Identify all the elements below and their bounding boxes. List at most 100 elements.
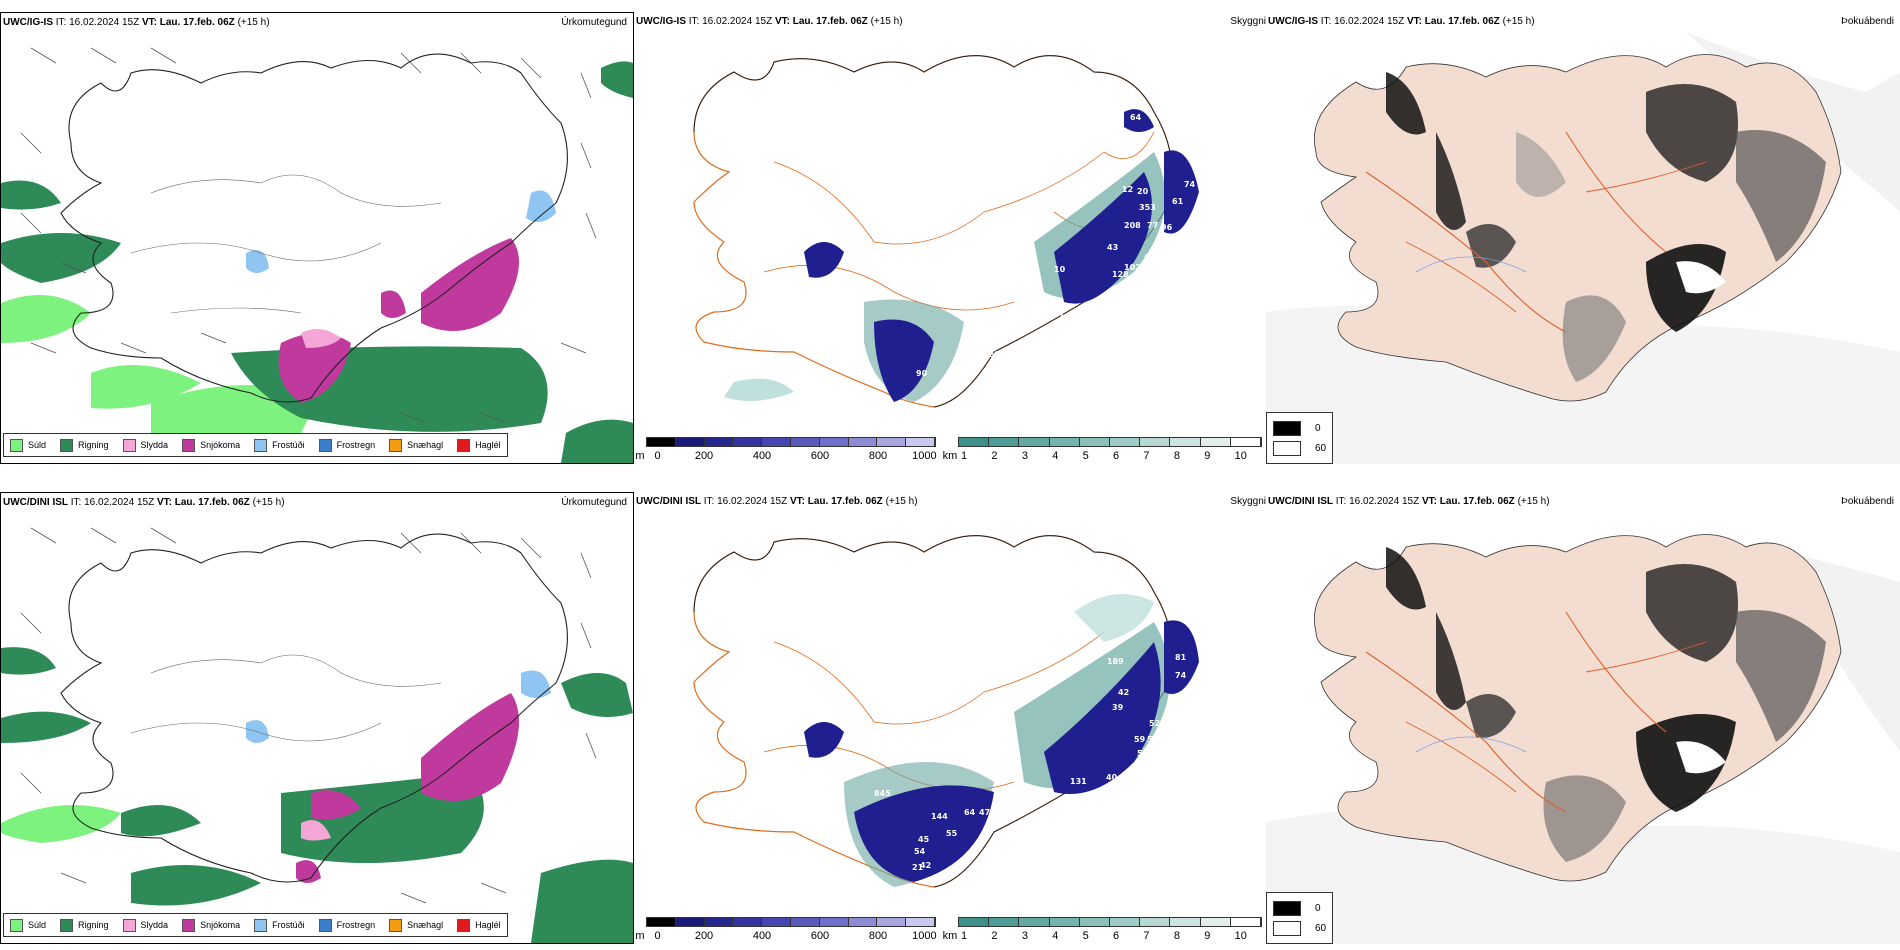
- lead-time: (+15 h): [237, 17, 270, 28]
- cloud-base-label: 223: [1062, 811, 1079, 820]
- cloud-base-label: 90: [916, 369, 928, 378]
- header: UWC/DINI ISL IT: 16.02.2024 15Z VT: Lau.…: [3, 497, 285, 508]
- snow-area: [278, 333, 351, 403]
- legend-item: Snjókoma: [182, 918, 240, 932]
- legend-item: Haglél: [457, 918, 501, 932]
- precip-type-legend: Súld Rigning Slydda Snjókoma Frostúði Fr…: [3, 433, 508, 457]
- cloud-base-label: 68: [1144, 253, 1156, 262]
- scale-unit: m: [635, 450, 645, 462]
- legend-item: Snjókoma: [182, 438, 240, 452]
- cloud-base-label: 81: [1175, 653, 1187, 662]
- cloud-base-label: 111: [1066, 327, 1083, 336]
- legend-swatch: [389, 438, 403, 452]
- cloud-base-label: 102: [1124, 263, 1141, 272]
- init-time: 16.02.2024 15Z: [84, 497, 155, 508]
- legend-item: Haglél: [457, 438, 501, 452]
- freezing-drizzle-area: [526, 190, 556, 222]
- cloud-base-label: 96: [1161, 223, 1173, 232]
- cloud-panel-top: 118 64 51 12 20 353 61 74 208 77 96 16 4…: [634, 12, 1266, 464]
- cloud-base-label: 39: [1112, 703, 1124, 712]
- rain-area: [1, 233, 121, 283]
- lead-time: (+15 h): [885, 496, 918, 507]
- cloud-base-label: 128: [1112, 270, 1129, 279]
- product-type: Skyggni: [1230, 16, 1266, 27]
- cloud-base-label: 50: [946, 369, 958, 378]
- cloud-base-label: 117: [774, 587, 791, 596]
- fog-index-patches: [1386, 72, 1826, 382]
- legend-swatch: [182, 438, 196, 452]
- legend-item: Súld: [10, 438, 46, 452]
- precip-panel-top: UWC/IG-IS IT: 16.02.2024 15Z VT: Lau. 17…: [0, 12, 634, 464]
- product-type: Þokuábendi: [1841, 16, 1894, 27]
- precip-panel-bottom: UWC/DINI ISL IT: 16.02.2024 15Z VT: Lau.…: [0, 492, 634, 944]
- cloud-base-label: 21: [912, 863, 924, 872]
- legend-swatch: [457, 918, 471, 932]
- cloud-base-label: 74: [1175, 671, 1187, 680]
- header: UWC/DINI ISL IT: 16.02.2024 15Z VT: Lau.…: [1268, 496, 1550, 507]
- valid-time: Lau. 17.feb. 06Z: [1424, 16, 1500, 27]
- legend-swatch: [1273, 440, 1301, 456]
- legend-swatch: [389, 918, 403, 932]
- legend-swatch: [1273, 900, 1301, 916]
- coastline: [60, 53, 568, 403]
- header: UWC/IG-IS IT: 16.02.2024 15Z VT: Lau. 17…: [3, 17, 270, 28]
- drizzle-area: [91, 365, 201, 409]
- visibility-colorbar: km 1 2 3 4 5 6 7 8 9 10: [943, 437, 1262, 467]
- scale-unit: km: [942, 930, 958, 942]
- ceiling-colorbar: m 0 200 400 600 800 1000: [635, 917, 937, 947]
- legend-item: Frostregn: [318, 438, 375, 452]
- cloud-base-label: 12: [1122, 185, 1133, 194]
- sleet-area: [301, 329, 341, 348]
- legend-swatch: [457, 438, 471, 452]
- init-time: 16.02.2024 15Z: [702, 16, 773, 27]
- lead-time: (+15 h): [870, 16, 903, 27]
- cloud-base-label: 55: [946, 829, 958, 838]
- valid-time: Lau. 17.feb. 06Z: [1439, 496, 1515, 507]
- cloud-base-label: 189: [1107, 657, 1124, 666]
- cloud-base-label: 52: [1149, 719, 1160, 728]
- precip-map-bottom: [1, 527, 633, 943]
- cloud-base-label: 58: [1137, 749, 1149, 758]
- cloud-base-label: 845: [874, 789, 891, 798]
- cloud-base-label: 53: [884, 269, 895, 278]
- low-cloud-area: [1054, 172, 1152, 304]
- cloud-base-label: 74: [1184, 180, 1196, 189]
- cloud-base-label: 40: [1106, 773, 1118, 782]
- lead-time: (+15 h): [1517, 496, 1550, 507]
- cloud-base-label: 16: [1064, 190, 1076, 199]
- cloud-base-label: 126: [842, 703, 859, 712]
- cloud-base-label: 47: [979, 808, 990, 817]
- model-name: UWC/DINI ISL: [1268, 496, 1333, 507]
- fog-map-bottom: [1266, 534, 1900, 944]
- cloud-base-label: 10: [1054, 265, 1066, 274]
- fog-index-legend: 0 60: [1266, 892, 1334, 944]
- cloud-base-label: 52: [989, 350, 1000, 359]
- model-name: UWC/IG-IS: [1268, 16, 1318, 27]
- legend-swatch: [60, 438, 74, 452]
- precip-type-legend: Súld Rigning Slydda Snjókoma Frostúði Fr…: [3, 913, 508, 937]
- legend-item: Frostregn: [318, 918, 375, 932]
- rain-area: [1, 180, 61, 210]
- drizzle-area: [1, 295, 91, 343]
- product-type: Úrkomutegund: [561, 17, 627, 28]
- cloud-base-label: 56: [1147, 735, 1159, 744]
- model-name: UWC/IG-IS: [636, 16, 686, 27]
- legend-swatch: [60, 918, 74, 932]
- low-cloud-area: [874, 319, 934, 402]
- ceiling-colorbar: m 0 200 400 600 800 1000: [635, 437, 937, 467]
- cloud-base-label: 77: [1147, 221, 1158, 230]
- road-network: [1365, 131, 1667, 333]
- precip-map-top: [1, 47, 633, 463]
- product-type: Þokuábendi: [1841, 496, 1894, 507]
- low-cloud-area: [804, 242, 844, 278]
- legend-item: Rigning: [60, 438, 109, 452]
- cloud-base-label: 131: [1070, 777, 1087, 786]
- model-name: UWC/IG-IS: [3, 17, 53, 28]
- legend-item: Snæhagl: [389, 438, 443, 452]
- cloud-panel-bottom: 117 189 81 74 42 39 52 59 56 58 126 53 9…: [634, 492, 1266, 944]
- rain-area: [561, 419, 633, 463]
- low-visibility-area: [724, 378, 794, 401]
- legend-swatch: [254, 918, 268, 932]
- low-cloud-area: [1164, 150, 1199, 234]
- cloud-base-label: 61: [1172, 197, 1184, 206]
